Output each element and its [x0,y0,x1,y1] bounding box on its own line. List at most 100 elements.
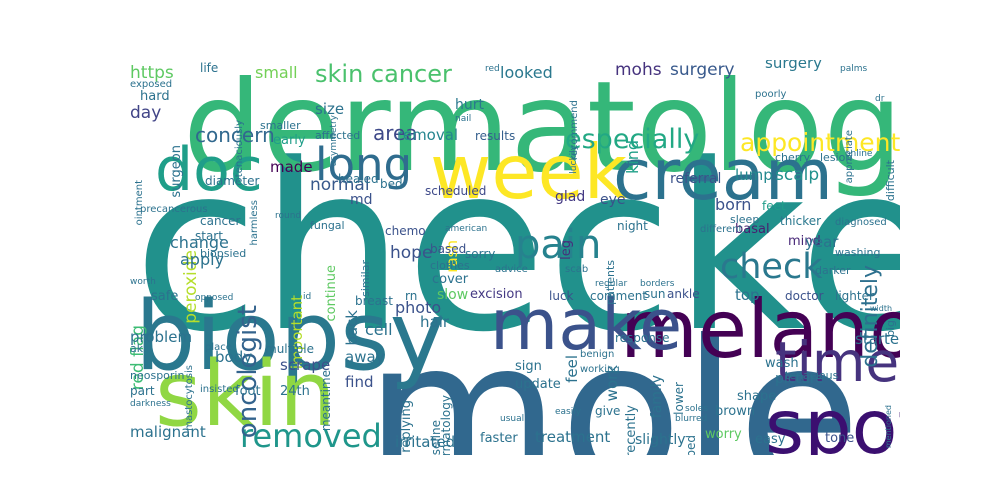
word-bed: bed [380,177,403,191]
word-palms: palms [840,64,868,74]
word-lump: lump [735,166,773,184]
word-darker: darker [815,264,851,277]
word-slow: slow [437,287,469,303]
word-thicker: thicker [780,214,822,228]
word-easily: easily [555,407,582,417]
word-cream: cream [613,134,833,216]
word-dermatology: dermatology [439,395,453,455]
word-scalp: scalp [775,165,820,185]
word-based: based [430,242,467,256]
word-smaller: smaller [260,119,301,132]
word-family: family [649,375,665,419]
word-sign: sign [515,359,542,374]
word-cherry: cherry [775,151,811,164]
word-back: back [343,310,361,346]
word-checked: checked [133,116,900,383]
word-brown: brown [715,404,756,419]
word-https: https [130,63,174,83]
word-check: check [720,247,823,287]
word-problem: problem [130,328,193,346]
word-worry: worry [705,427,742,442]
word-replying: replying [399,400,414,453]
word-melanoma: melanoma [620,283,900,376]
word-especially: especially [565,124,700,155]
word-clothes: clothes [430,259,470,272]
word-excision: excision [470,287,523,302]
word-skin: skin [155,342,337,447]
word-body: body [215,348,253,366]
word-feel: feel [563,355,581,383]
word-diagnosed: diagnosed [835,217,887,228]
word-feet: feet [762,199,786,213]
word-area: area [373,121,418,145]
word-ankle: ankle [667,287,700,301]
word-nail: nail [455,114,472,124]
word-biopsied: biopsied [200,247,247,260]
word-poorly: poorly [755,89,787,100]
word-mind: mind [788,234,821,249]
word-make: make [490,284,683,366]
word-advice: advice [495,264,528,275]
word-treatment: treatment [535,428,611,446]
word-long: long [315,138,413,191]
word-dr: dr [875,94,885,104]
word-harmless: harmless [249,200,260,246]
word-surgeon: surgeon [169,145,184,198]
word-small: small [255,63,298,82]
word-hair: hair [420,313,450,331]
word-hurt: hurt [455,97,484,113]
word-sorry: sorry [465,247,496,261]
word-soles: soles [685,404,708,414]
word-dermatologist: dermatologist [183,60,900,200]
word-faster: faster [480,431,518,446]
word-opposed: opposed [195,293,234,303]
word-red: red [485,64,500,74]
word-prescribed: prescribed [684,435,698,455]
word-sleep: sleep [730,213,760,226]
word-concern: concern [195,123,275,147]
word-chemo: chemo [385,224,426,238]
word-mole: mole [365,298,861,456]
word-definitely: definitely [858,265,883,368]
word-week: week [430,128,628,216]
word-rn: rn [405,289,418,303]
word-kind: kind [623,140,642,175]
word-malignant: malignant [130,423,206,441]
word-luckily: luckily [569,145,579,174]
word-surgery: surgery [670,60,735,80]
word-different: different [700,224,743,235]
word-start: start [195,229,223,243]
word-biopsy: biopsy [135,282,446,392]
word-hope: hope [390,243,433,263]
word-luck: luck [549,289,574,303]
word-affected: affected [315,129,361,142]
word-appointment: appointment [740,128,900,157]
word-mohs: mohs [615,60,662,80]
word-early: early [273,133,306,148]
word-multiple: multiple [265,342,315,356]
word-surgery: surgery [765,60,823,72]
word-glad: glad [555,189,586,205]
word-easy: easy [755,432,786,447]
word-regular: regular [595,279,628,289]
word-working: working [580,364,620,375]
word-referral: referral [670,171,722,187]
word-response: response [615,331,670,345]
word-scab: scab [565,264,589,275]
word-started: started [855,330,900,348]
word-tone: tone [825,431,855,446]
word-lower: lower [672,382,686,415]
word-big: big [884,320,897,338]
word-difficult: difficult [884,160,897,202]
word-apply: apply [180,250,225,269]
word-eye: eye [600,192,626,208]
word-fungal: fungal [310,219,345,232]
word-doctor: doctor [785,289,824,303]
word-photo: photo [395,298,442,317]
word-day: day [130,103,162,123]
word-find: find [345,373,374,391]
word-doc: doc [155,135,263,205]
word-skin-cancer: skin cancer [315,60,452,88]
word-tenacious: tenacious [785,369,839,382]
